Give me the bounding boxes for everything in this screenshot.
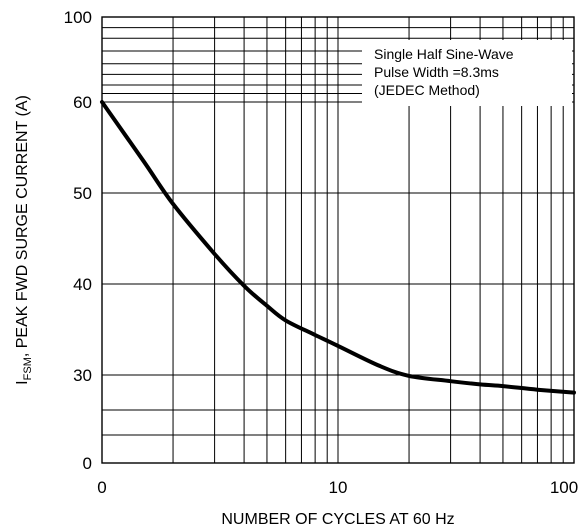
y-tick-labels: 0 30 40 50 60 100	[64, 8, 92, 473]
x-tick-label: 0	[97, 478, 106, 497]
legend-line-1: Single Half Sine-Wave	[374, 46, 514, 62]
y-tick-label: 50	[73, 184, 92, 203]
legend-background	[362, 40, 572, 106]
y-tick-label: 0	[83, 454, 92, 473]
legend-box: Single Half Sine-Wave Pulse Width =8.3ms…	[362, 40, 572, 106]
legend-line-2: Pulse Width =8.3ms	[374, 64, 499, 80]
x-tick-label: 100	[550, 478, 578, 497]
y-axis-label: IFSM, PEAK FWD SURGE CURRENT (A)	[14, 95, 34, 385]
plot-frame	[101, 16, 575, 464]
surge-current-curve	[100, 100, 576, 395]
y-axis-label-symbol: I	[14, 380, 31, 384]
y-tick-label: 60	[73, 93, 92, 112]
legend-line-3: (JEDEC Method)	[374, 82, 480, 98]
y-axis-label-text: , PEAK FWD SURGE CURRENT (A)	[14, 95, 31, 357]
y-tick-label: 30	[73, 366, 92, 385]
y-tick-label: 100	[64, 8, 92, 27]
x-tick-label: 10	[329, 478, 348, 497]
y-axis-label-subscript: FSM	[22, 357, 34, 380]
y-tick-label: 40	[73, 275, 92, 294]
series-layer	[100, 100, 576, 395]
x-tick-labels: 0 10 100	[97, 478, 578, 497]
x-axis-label: NUMBER OF CYCLES AT 60 Hz	[221, 511, 454, 528]
